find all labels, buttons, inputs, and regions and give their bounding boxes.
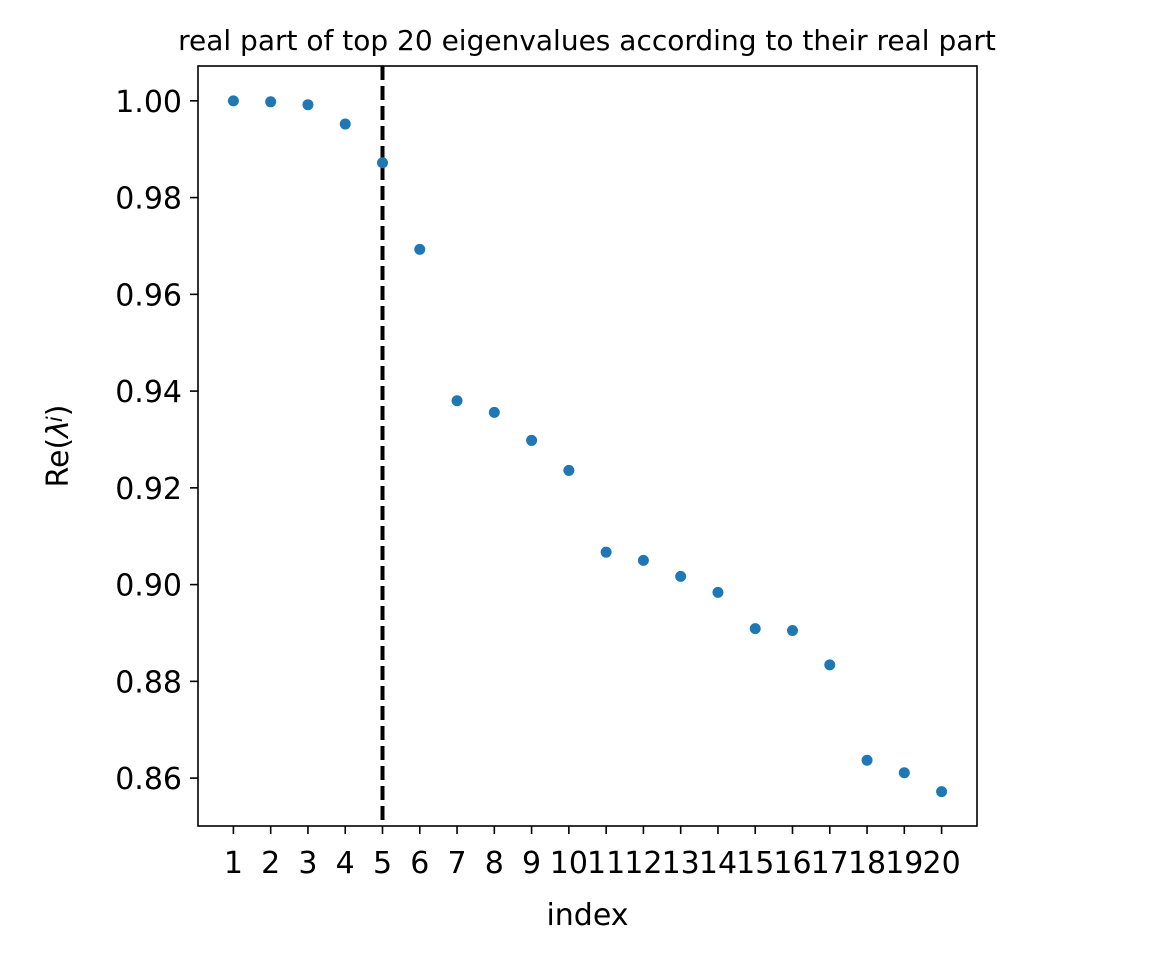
x-tick-label: 6 — [410, 846, 429, 881]
x-tick-label: 18 — [848, 846, 886, 881]
data-point — [339, 118, 351, 130]
data-point — [675, 570, 687, 582]
y-tick-label: 0.94 — [115, 375, 182, 410]
data-point — [451, 395, 463, 407]
y-axis-label-symbol: λ — [41, 420, 76, 440]
data-point — [302, 99, 314, 111]
y-tick-label: 1.00 — [115, 85, 182, 120]
data-point — [861, 754, 873, 766]
x-tick-label: 4 — [336, 846, 355, 881]
data-point — [637, 554, 649, 566]
x-tick-label: 17 — [811, 846, 849, 881]
data-point — [227, 95, 239, 107]
x-axis-label: index — [546, 898, 628, 933]
y-tick-label: 0.98 — [115, 182, 182, 217]
data-point — [600, 546, 612, 558]
x-tick-label: 5 — [373, 846, 392, 881]
x-tick-label: 12 — [624, 846, 662, 881]
data-point — [563, 464, 575, 476]
x-tick-label: 11 — [587, 846, 625, 881]
y-axis-label: Re(λi) — [41, 405, 76, 488]
x-tick-label: 7 — [447, 846, 466, 881]
y-tick-label: 0.88 — [115, 665, 182, 700]
y-tick-label: 0.90 — [115, 569, 182, 604]
x-tick-label: 16 — [773, 846, 811, 881]
y-tick-label: 0.92 — [115, 472, 182, 507]
x-tick-label: 19 — [885, 846, 923, 881]
chart-title: real part of top 20 eigenvalues accordin… — [178, 24, 996, 57]
y-axis-label-suffix: ) — [41, 405, 76, 417]
x-tick-label: 14 — [699, 846, 737, 881]
data-point — [824, 659, 836, 671]
x-tick-label: 13 — [662, 846, 700, 881]
data-point — [526, 434, 538, 446]
y-axis-label-prefix: Re( — [41, 438, 76, 488]
data-point — [488, 406, 500, 418]
x-tick-label: 1 — [224, 846, 243, 881]
x-tick-label: 2 — [261, 846, 280, 881]
x-tick-label: 3 — [298, 846, 317, 881]
x-tick-label: 15 — [736, 846, 774, 881]
data-point — [787, 625, 798, 637]
data-point — [712, 586, 724, 598]
data-point — [898, 767, 910, 779]
data-point — [265, 96, 277, 108]
x-tick-label: 9 — [522, 846, 541, 881]
x-tick-label: 10 — [550, 846, 588, 881]
data-point — [749, 623, 761, 635]
y-axis-label-subscript: i — [43, 416, 67, 422]
y-tick-label: 0.96 — [115, 278, 182, 313]
data-point — [936, 786, 948, 798]
data-point — [414, 243, 426, 255]
x-tick-label: 8 — [485, 846, 504, 881]
plot-frame — [197, 65, 978, 827]
x-tick-label: 20 — [922, 846, 960, 881]
y-tick-label: 0.86 — [115, 762, 182, 797]
data-point — [377, 157, 388, 169]
